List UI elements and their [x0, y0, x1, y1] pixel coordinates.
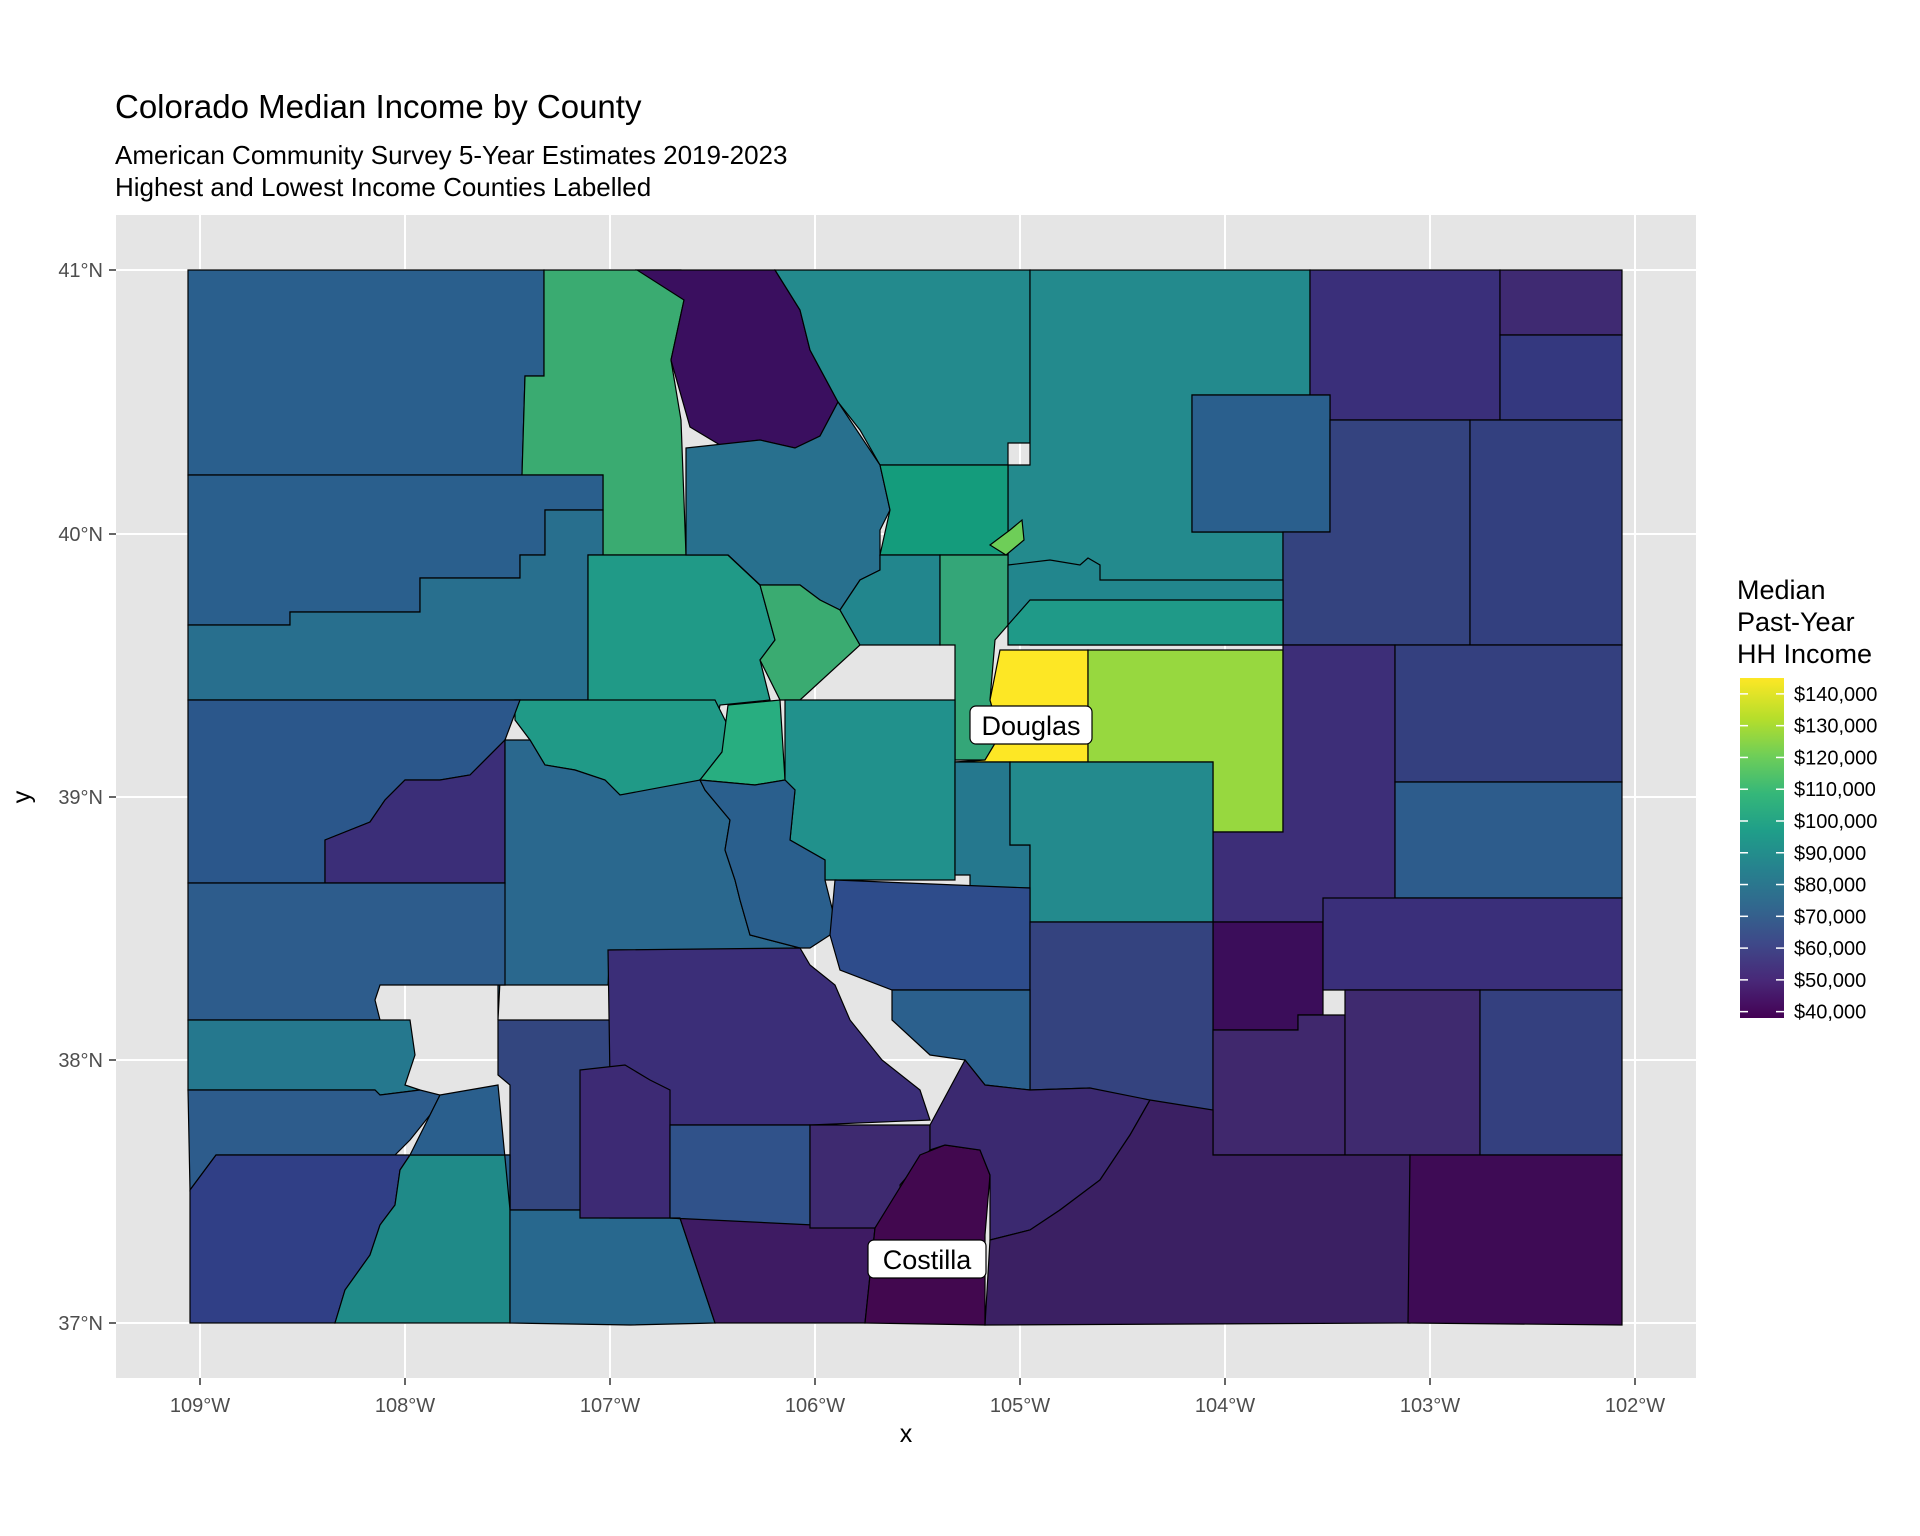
county-phillips [1499, 334, 1623, 421]
county-logan [1309, 269, 1501, 421]
y-tick-label: 39°N [58, 787, 103, 809]
annotation-douglas-label: Douglas [981, 711, 1080, 741]
county-boulder [879, 464, 1009, 556]
legend-label: $110,000 [1794, 779, 1876, 801]
x-axis [199, 1378, 1636, 1385]
chart-subtitle-line-1: American Community Survey 5-Year Estimat… [115, 140, 788, 170]
county-kiowa [1322, 897, 1623, 991]
county-crowley [1212, 921, 1324, 1031]
legend-label: $40,000 [1794, 1002, 1866, 1024]
county-kit-carson [1394, 644, 1623, 783]
county-prowers [1479, 989, 1623, 1156]
x-tick-label: 104°W [1195, 1395, 1255, 1417]
county-chaffee [698, 779, 836, 949]
county-mineral [579, 1064, 671, 1219]
counties [187, 269, 1623, 1326]
annotation-costilla-label: Costilla [883, 1245, 973, 1275]
x-tick-label: 103°W [1400, 1395, 1460, 1417]
legend-ticks: $140,000 $130,000 $120,000 $110,000 $100,000… [1740, 684, 1877, 1024]
x-axis-title: x [900, 1420, 913, 1448]
county-ouray-san-miguel [187, 1019, 421, 1096]
annotation-douglas: Douglas [969, 705, 1093, 745]
county-broomfield [988, 518, 1025, 556]
county-las-animas [984, 1099, 1411, 1326]
legend-label: $100,000 [1794, 811, 1877, 833]
x-tick-label: 106°W [785, 1395, 845, 1417]
county-yuma [1469, 419, 1623, 646]
legend-colorbar [1740, 678, 1784, 1018]
legend-label: $50,000 [1794, 970, 1866, 992]
legend-label: $120,000 [1794, 747, 1877, 769]
x-tick-label: 107°W [580, 1395, 640, 1417]
county-sedgwick [1499, 269, 1623, 336]
county-summit [727, 554, 861, 701]
county-otero [1212, 1014, 1346, 1156]
y-tick-label: 38°N [58, 1050, 103, 1072]
legend-label: $130,000 [1794, 716, 1877, 738]
county-fremont [829, 879, 1031, 991]
y-tick-label: 40°N [58, 524, 103, 546]
legend-label: $140,000 [1794, 684, 1877, 706]
y-tick-labels: 41°N 40°N 39°N 38°N 37°N [58, 260, 103, 1335]
x-tick-label: 102°W [1605, 1395, 1665, 1417]
x-tick-label: 105°W [990, 1395, 1050, 1417]
y-tick-label: 41°N [58, 260, 103, 282]
annotation-costilla: Costilla [867, 1239, 987, 1279]
y-axis [109, 269, 116, 1324]
county-morgan [1191, 394, 1331, 533]
x-tick-label: 108°W [375, 1395, 435, 1417]
legend-title-line-1: Median [1737, 575, 1826, 605]
county-san-juan [409, 1084, 511, 1211]
legend-label: $90,000 [1794, 843, 1866, 865]
y-tick-label: 37°N [58, 1313, 103, 1335]
legend-label: $60,000 [1794, 938, 1866, 960]
county-cheyenne [1394, 781, 1623, 899]
legend-title-line-2: Past-Year [1737, 607, 1855, 637]
x-tick-label: 109°W [170, 1395, 230, 1417]
legend-label: $70,000 [1794, 906, 1866, 928]
y-axis-title: y [8, 790, 36, 803]
x-tick-labels: 109°W 108°W 107°W 106°W 105°W 104°W 103°… [170, 1395, 1665, 1417]
county-el-paso [1009, 761, 1214, 923]
county-rio-grande [669, 1124, 811, 1229]
county-moffat [187, 269, 545, 476]
county-bent [1344, 989, 1481, 1156]
legend: Median Past-Year HH Income $140,000 $130,… [1737, 575, 1877, 1024]
chart-subtitle-line-2: Highest and Lowest Income Counties Label… [115, 172, 652, 202]
chart-title: Colorado Median Income by County [115, 88, 642, 125]
legend-title-line-3: HH Income [1737, 639, 1872, 669]
county-baca [1407, 1154, 1623, 1326]
county-arapahoe [1007, 599, 1284, 646]
legend-label: $80,000 [1794, 875, 1866, 897]
